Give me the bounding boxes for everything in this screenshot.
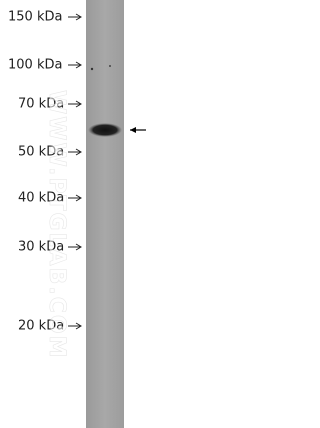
band-arrow-head	[130, 127, 136, 133]
marker-arrow	[68, 13, 82, 21]
marker-arrow	[68, 100, 82, 108]
blot-figure: 150 kDa 100 kDa 70 kDa 50 kDa 40 kDa 30 …	[8, 0, 146, 428]
marker-label: 50 kDa	[18, 145, 64, 160]
speck	[109, 65, 111, 67]
marker-label: 100 kDa	[8, 58, 62, 73]
marker-label: 70 kDa	[18, 97, 64, 112]
marker-arrow	[68, 61, 82, 69]
marker-arrow	[68, 194, 82, 202]
watermark: WWW.PTGLAB.COM	[44, 90, 69, 359]
speck	[90, 67, 94, 71]
marker-arrow	[68, 243, 82, 251]
marker-arrow	[68, 148, 82, 156]
marker-label: 30 kDa	[18, 240, 64, 255]
marker-label: 20 kDa	[18, 319, 64, 334]
marker-label: 40 kDa	[18, 191, 64, 206]
blot-lane	[86, 0, 124, 428]
protein-band	[88, 123, 122, 137]
marker-arrow	[68, 322, 82, 330]
marker-label: 150 kDa	[8, 10, 62, 25]
